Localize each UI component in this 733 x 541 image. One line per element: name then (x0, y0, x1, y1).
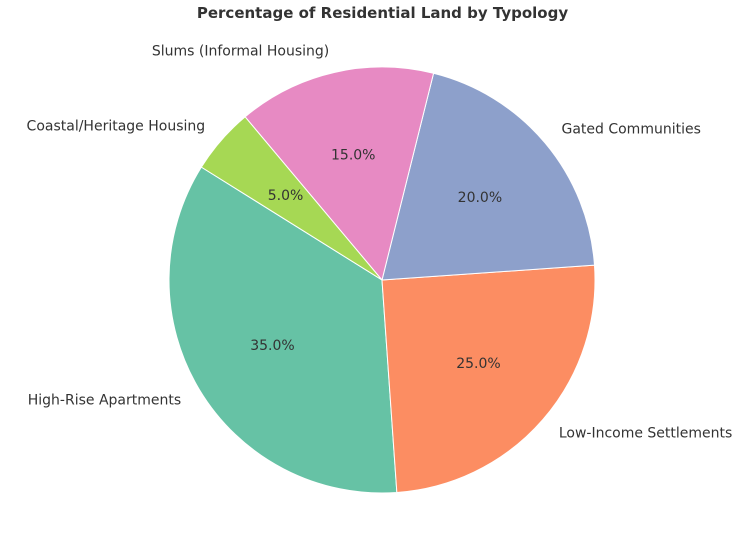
pie-percent-label-0: 35.0% (250, 338, 294, 354)
pie-slice-1 (381, 264, 596, 494)
pie-category-label-0: High-Rise Apartments (28, 393, 181, 409)
pie-percent-labels: 35.0% 25.0% 20.0% 15.0% 5.0% (250, 147, 502, 371)
pie-percent-label-3: 15.0% (331, 147, 375, 163)
pie-category-label-1: Low-Income Settlements (559, 426, 732, 442)
pie-percent-label-2: 20.0% (458, 190, 502, 206)
pie-category-label-2: Gated Communities (561, 121, 700, 137)
pie-category-label-3: Slums (Informal Housing) (152, 44, 329, 60)
pie-slice-3 (244, 66, 435, 282)
pie-category-labels: High-Rise Apartments Low-Income Settlemen… (27, 44, 733, 442)
pie-slice-2 (381, 72, 596, 281)
chart-title: Percentage of Residential Land by Typolo… (196, 4, 569, 22)
pie-slices (168, 66, 596, 494)
pie-percent-label-4: 5.0% (268, 188, 304, 204)
pie-category-label-4: Coastal/Heritage Housing (27, 118, 206, 134)
pie-percent-label-1: 25.0% (456, 356, 500, 372)
pie-slice-4 (200, 116, 383, 281)
pie-slice-0 (168, 166, 398, 494)
